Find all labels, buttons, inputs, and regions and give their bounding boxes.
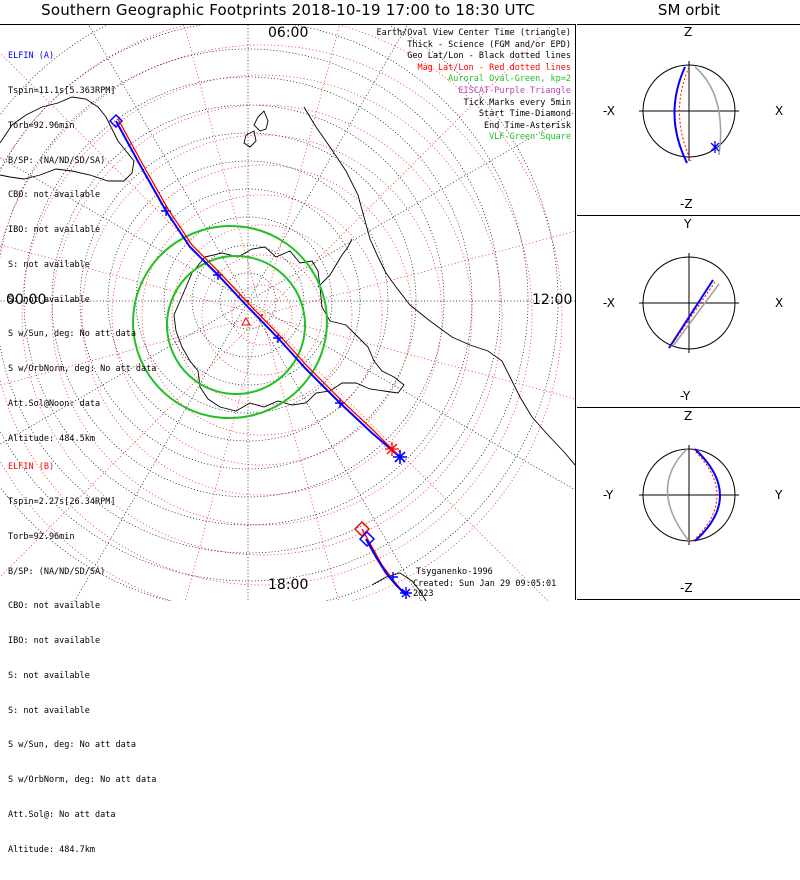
elfin-a-line: Tspin=11.1s[5.363RPM] xyxy=(8,85,116,96)
elfin-a-name: ELFIN (A) xyxy=(8,51,55,62)
elfin-a-line: S w/OrbNorm, deg: No att data xyxy=(8,364,157,375)
legend-entry: EISCAT-Purple Triangle xyxy=(458,85,571,96)
orbit-xz-left: -X xyxy=(603,104,615,118)
new-zealand-coastline xyxy=(243,110,269,148)
orbit-xy-right: X xyxy=(775,296,784,310)
clock-label-top: 06:00 xyxy=(268,25,309,41)
elfin-b-line: S: not available xyxy=(8,705,90,716)
elfin-b-line: Torb=92.96min xyxy=(8,531,75,542)
orbit-yz-right: Y xyxy=(775,488,783,502)
elfin-b-line: Altitude: 484.7km xyxy=(8,844,95,855)
elfin-b-line: S: not available xyxy=(8,670,90,681)
australia-coastline xyxy=(0,96,135,182)
legend-entry: VLF-Green Square xyxy=(489,132,571,143)
elfin-a-line: Att.Sol@Noon: data xyxy=(8,399,101,409)
orbit-panel-yz: Z -Z -Y Y xyxy=(577,407,800,600)
orbit-xy-left: -X xyxy=(603,296,615,310)
view-center-triangle xyxy=(241,316,251,326)
orbit-xz-bottom: -Z xyxy=(680,197,693,211)
orbit-plot-xy xyxy=(639,253,739,353)
elfin-b-track xyxy=(117,118,393,450)
orbit-track-xz xyxy=(673,66,688,164)
orbit-xy-bottom: -Y xyxy=(680,389,691,403)
legend-entry: Mag Lat/Lon - Red dotted lines xyxy=(417,62,571,73)
map-legend: Earth/Oval View Center Time (triangle) Th… xyxy=(377,28,571,144)
orbit-plot-xz xyxy=(639,61,739,164)
elfin-b-second-pass xyxy=(361,528,405,594)
elfin-a-second-end-asterisk xyxy=(400,587,412,599)
clock-label-right: 12:00 xyxy=(532,292,573,308)
orbit-yz-left: -Y xyxy=(603,488,614,502)
antarctica-coastline xyxy=(173,246,405,412)
legend-entry: Earth/Oval View Center Time (triangle) xyxy=(376,28,571,38)
orbit-panel-title: SM orbit xyxy=(657,1,721,19)
plot-title: Southern Geographic Footprints 2018-10-1… xyxy=(41,1,535,19)
orbit-xy-top: Y xyxy=(684,217,692,231)
elfin-a-line: Altitude: 484.5km xyxy=(8,433,95,444)
orbit-yz-top: Z xyxy=(684,409,693,423)
mag-longitude-lines xyxy=(0,25,575,601)
legend-entry: Tick Marks every 5min xyxy=(463,97,571,108)
elfin-a-line: S w/Sun, deg: No att data xyxy=(8,329,136,340)
antarctic-peninsula xyxy=(317,238,353,288)
elfin-b-info: ELFIN (B) Tspin=2.27s[26.34RPM] Torb=92.… xyxy=(8,439,156,880)
south-america-coastline xyxy=(303,106,575,466)
orbit-yz-bottom: -Z xyxy=(680,581,693,595)
orbit-xz-right: X xyxy=(775,104,784,118)
orbit-track-xy xyxy=(668,279,714,349)
elfin-a-line: B/SP: (NA/ND/SD/SA) xyxy=(8,155,106,166)
elfin-a-start-diamond xyxy=(108,113,124,129)
elfin-b-end-asterisk xyxy=(385,442,399,456)
created-timestamp: Created: Sun Jan 29 09:05:01 2023 xyxy=(413,579,557,599)
elfin-a-line: S: not available xyxy=(8,259,90,270)
elfin-b-line: CBO: not available xyxy=(8,601,101,612)
elfin-a-line: S: not available xyxy=(8,294,90,305)
elfin-b-line: Tspin=2.27s[26.34RPM] xyxy=(8,496,116,507)
orbit-xz-top: Z xyxy=(684,25,693,39)
elfin-a-info: ELFIN (A) Tspin=11.1s[5.363RPM] Torb=92.… xyxy=(8,28,156,469)
auroral-oval-outer xyxy=(132,224,328,420)
legend-entry: Start Time-Diamond xyxy=(478,109,571,120)
elfin-a-line: IBO: not available xyxy=(8,225,101,236)
legend-entry: End Time-Asterisk xyxy=(484,120,571,131)
legend-entry: Auroral Oval-Green, kp=2 xyxy=(448,74,571,85)
legend-entry: Thick - Science (FGM and/or EPD) xyxy=(407,39,571,50)
orbit-panel-xy: Y -Y -X X xyxy=(577,215,800,408)
orbit-track-yz xyxy=(694,448,721,542)
footprint-map: 06:00 00:00 12:00 18:00 Earth/Oval View … xyxy=(0,24,576,855)
field-model-label: Tsyganenko-1996 xyxy=(416,567,493,577)
clock-label-left: 00:00 xyxy=(6,292,47,308)
elfin-a-second-pass xyxy=(365,538,407,596)
polar-map-canvas xyxy=(0,25,575,601)
clock-label-bottom: 18:00 xyxy=(268,577,309,593)
mag-latitude-circles xyxy=(0,25,563,601)
auroral-oval-inner xyxy=(166,255,306,395)
elfin-a-track xyxy=(115,120,401,458)
elfin-a-second-start-diamond xyxy=(358,530,376,548)
orbit-panel-xz: Z -Z -X X xyxy=(577,24,800,216)
elfin-a-end-asterisk xyxy=(393,450,407,464)
elfin-b-line: S w/OrbNorm, deg: No att data xyxy=(8,775,157,786)
elfin-a-line: CBO: not available xyxy=(8,190,101,201)
elfin-a-tick-mark-lower xyxy=(388,572,398,582)
elfin-b-line: S w/Sun, deg: No att data xyxy=(8,740,136,751)
elfin-b-line: Att.Sol@: No att data xyxy=(8,810,116,820)
africa-coastline xyxy=(371,572,427,601)
elfin-b-name: ELFIN (B) xyxy=(8,462,55,473)
elfin-b-line: B/SP: (NA/ND/SD/SA) xyxy=(8,566,106,577)
elfin-a-line: Torb=92.96min xyxy=(8,120,75,131)
elfin-b-line: IBO: not available xyxy=(8,636,101,647)
legend-entry: Geo Lat/Lon - Black dotted lines xyxy=(407,51,571,62)
orbit-plot-yz xyxy=(639,445,739,545)
